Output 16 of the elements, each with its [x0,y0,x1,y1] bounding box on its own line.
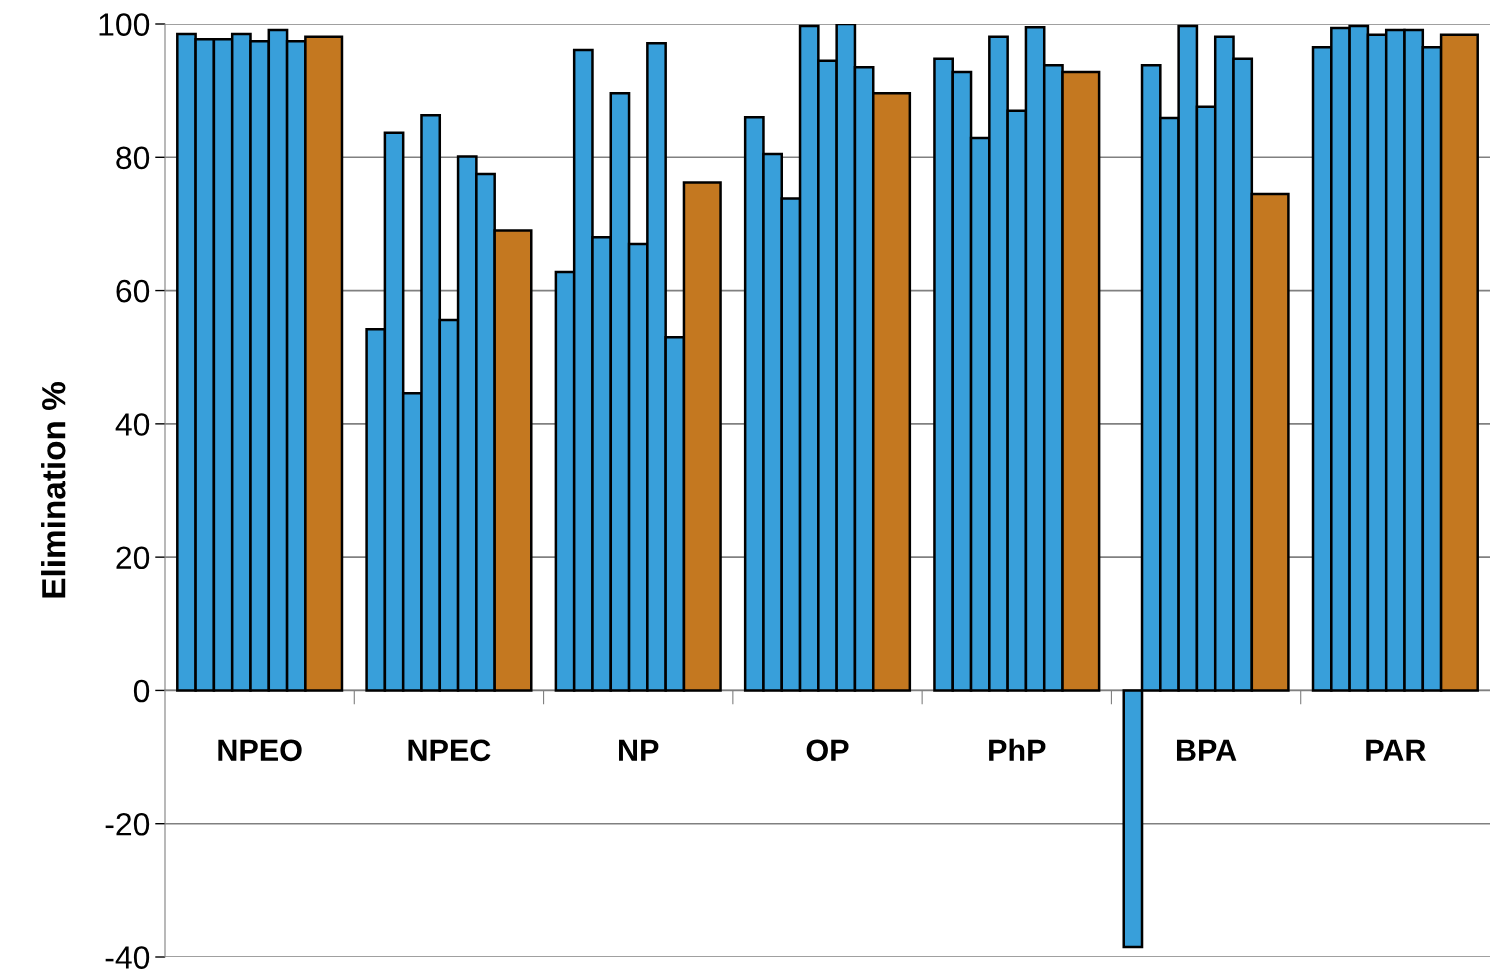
y-tick-label: 80 [116,146,150,170]
x-tick-label: NPEC [408,739,491,762]
y-tick-label: 20 [116,546,150,570]
y-tick-label: 60 [116,279,150,303]
y-tick-label: -40 [105,946,150,969]
y-axis-title: Elimination % [41,382,66,598]
x-tick-label: OP [806,739,849,762]
y-tick-label: -20 [105,812,150,836]
x-tick-label: NPEO [218,739,302,762]
x-tick-label: NP [619,739,659,761]
y-tick-label: 0 [133,679,150,703]
x-tick-label: BPA [1176,739,1237,761]
x-tick-label: PAR [1366,739,1426,761]
y-tick-label: 40 [115,413,150,436]
x-tick-label: PhP [989,738,1046,761]
y-tick-label: 100 [99,13,150,36]
